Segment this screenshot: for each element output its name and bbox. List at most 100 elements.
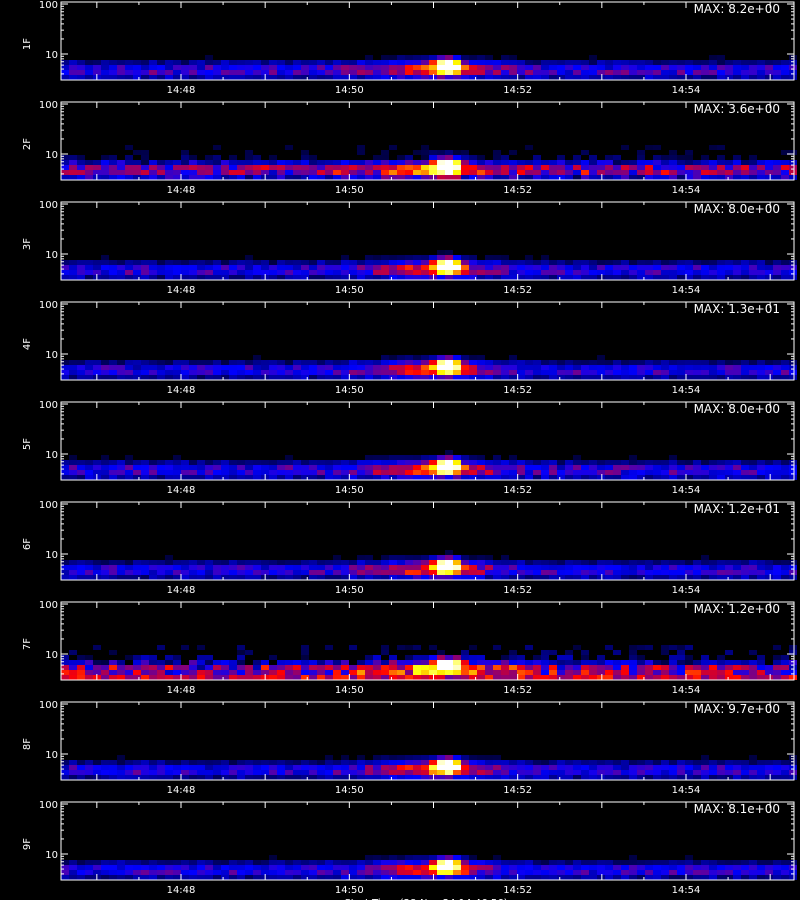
panel-9f: 14:48 14:50 14:52 14:54 100 10 9F MAX: 8.1e+00 <box>22 800 797 896</box>
panel-label: 6F <box>22 538 33 550</box>
x-tick-label: 14:54 <box>672 285 701 296</box>
heatmap-cells <box>61 250 797 280</box>
plot-frame <box>60 101 795 181</box>
x-tick-label: 14:48 <box>167 185 196 196</box>
y-tick-label: 100 <box>39 600 58 611</box>
x-tick-label: 14:48 <box>167 485 196 496</box>
x-tick-label: 14:48 <box>167 385 196 396</box>
heatmap-cells <box>61 355 797 380</box>
x-tick-label: 14:50 <box>335 885 364 896</box>
max-value-label: MAX: 8.2e+00 <box>694 2 780 16</box>
y-tick-label: 10 <box>45 250 58 261</box>
panel-label: 3F <box>22 238 33 250</box>
heatmap-cells <box>61 450 797 480</box>
x-tick-label: 14:54 <box>672 185 701 196</box>
panel-2f: 14:48 14:50 14:52 14:54 100 10 2F MAX: 3.6e+00 <box>22 100 797 196</box>
plot-frame <box>60 701 795 781</box>
x-tick-label: 14:48 <box>167 885 196 896</box>
y-tick-label: 10 <box>45 850 58 861</box>
x-tick-label: 14:52 <box>503 385 532 396</box>
panel-label: 2F <box>22 138 33 150</box>
x-tick-label: 14:50 <box>335 585 364 596</box>
x-tick-label: 14:54 <box>672 685 701 696</box>
panel-label: 8F <box>22 738 33 750</box>
x-tick-label: 14:48 <box>167 685 196 696</box>
panel-7f: 14:48 14:50 14:52 14:54 100 10 7F MAX: 1.2e+00 <box>22 600 797 696</box>
panel-1f: 14:48 14:50 14:52 14:54 100 10 1F MAX: 8.2e+00 <box>22 0 797 96</box>
max-value-label: MAX: 1.2e+00 <box>694 602 780 616</box>
plot-frame <box>60 801 795 881</box>
x-tick-label: 14:52 <box>503 85 532 96</box>
heatmap-cells <box>61 755 797 780</box>
x-tick-label: 14:52 <box>503 785 532 796</box>
max-value-label: MAX: 8.0e+00 <box>694 402 780 416</box>
panel-label: 4F <box>22 338 33 350</box>
y-tick-label: 10 <box>45 50 58 61</box>
x-tick-label: 14:50 <box>335 785 364 796</box>
max-value-label: MAX: 3.6e+00 <box>694 102 780 116</box>
heatmap-cells <box>61 145 797 180</box>
panel-label: 1F <box>22 38 33 50</box>
x-tick-label: 14:54 <box>672 885 701 896</box>
x-tick-label: 14:54 <box>672 585 701 596</box>
x-tick-label: 14:48 <box>167 285 196 296</box>
y-tick-label: 100 <box>39 0 58 11</box>
max-value-label: MAX: 9.7e+00 <box>694 702 780 716</box>
y-tick-label: 10 <box>45 450 58 461</box>
x-tick-label: 14:52 <box>503 185 532 196</box>
panel-label: 9F <box>22 838 33 850</box>
plot-frame <box>60 201 795 281</box>
x-tick-label: 14:48 <box>167 785 196 796</box>
x-tick-label: 14:54 <box>672 785 701 796</box>
x-tick-label: 14:50 <box>335 485 364 496</box>
y-tick-label: 10 <box>45 550 58 561</box>
max-value-label: MAX: 1.3e+01 <box>694 302 780 316</box>
y-tick-label: 10 <box>45 750 58 761</box>
y-tick-label: 100 <box>39 200 58 211</box>
x-tick-label: 14:50 <box>335 685 364 696</box>
panel-4f: 14:48 14:50 14:52 14:54 100 10 4F MAX: 1.3e+01 <box>22 300 797 396</box>
x-tick-label: 14:50 <box>335 385 364 396</box>
y-tick-label: 100 <box>39 100 58 111</box>
x-tick-label: 14:54 <box>672 85 701 96</box>
plot-frame <box>60 401 795 481</box>
panel-3f: 14:48 14:50 14:52 14:54 100 10 3F MAX: 8.0e+00 <box>22 200 797 296</box>
heatmap-cells <box>61 55 797 80</box>
x-tick-label: 14:54 <box>672 485 701 496</box>
x-tick-label: 14:52 <box>503 485 532 496</box>
plot-frame <box>60 301 795 381</box>
panel-label: 5F <box>22 438 33 450</box>
y-tick-label: 100 <box>39 800 58 811</box>
y-tick-label: 10 <box>45 350 58 361</box>
y-tick-label: 100 <box>39 400 58 411</box>
y-tick-label: 10 <box>45 150 58 161</box>
x-tick-label: 14:52 <box>503 685 532 696</box>
y-tick-label: 10 <box>45 650 58 661</box>
panel-6f: 14:48 14:50 14:52 14:54 100 10 6F MAX: 1.2e+01 <box>22 500 797 596</box>
x-tick-label: 14:50 <box>335 85 364 96</box>
plot-frame <box>60 601 795 681</box>
y-tick-label: 100 <box>39 300 58 311</box>
y-tick-label: 100 <box>39 500 58 511</box>
x-tick-label: 14:48 <box>167 585 196 596</box>
x-tick-label: 14:54 <box>672 385 701 396</box>
plot-frame <box>60 501 795 581</box>
panel-8f: 14:48 14:50 14:52 14:54 100 10 8F MAX: 9.7e+00 <box>22 700 797 796</box>
x-axis-title: Start Time (28-Nov-24 14:46:56) <box>344 898 507 900</box>
heatmap-cells <box>61 855 797 880</box>
x-tick-label: 14:52 <box>503 885 532 896</box>
heatmap-cells <box>61 550 797 580</box>
panel-5f: 14:48 14:50 14:52 14:54 100 10 5F MAX: 8.0e+00 <box>22 400 797 496</box>
max-value-label: MAX: 1.2e+01 <box>694 502 780 516</box>
y-tick-label: 100 <box>39 700 58 711</box>
plot-frame <box>60 1 795 81</box>
max-value-label: MAX: 8.0e+00 <box>694 202 780 216</box>
x-tick-label: 14:48 <box>167 85 196 96</box>
x-tick-label: 14:50 <box>335 285 364 296</box>
x-tick-label: 14:50 <box>335 185 364 196</box>
x-tick-label: 14:52 <box>503 285 532 296</box>
panel-label: 7F <box>22 638 33 650</box>
max-value-label: MAX: 8.1e+00 <box>694 802 780 816</box>
x-tick-label: 14:52 <box>503 585 532 596</box>
